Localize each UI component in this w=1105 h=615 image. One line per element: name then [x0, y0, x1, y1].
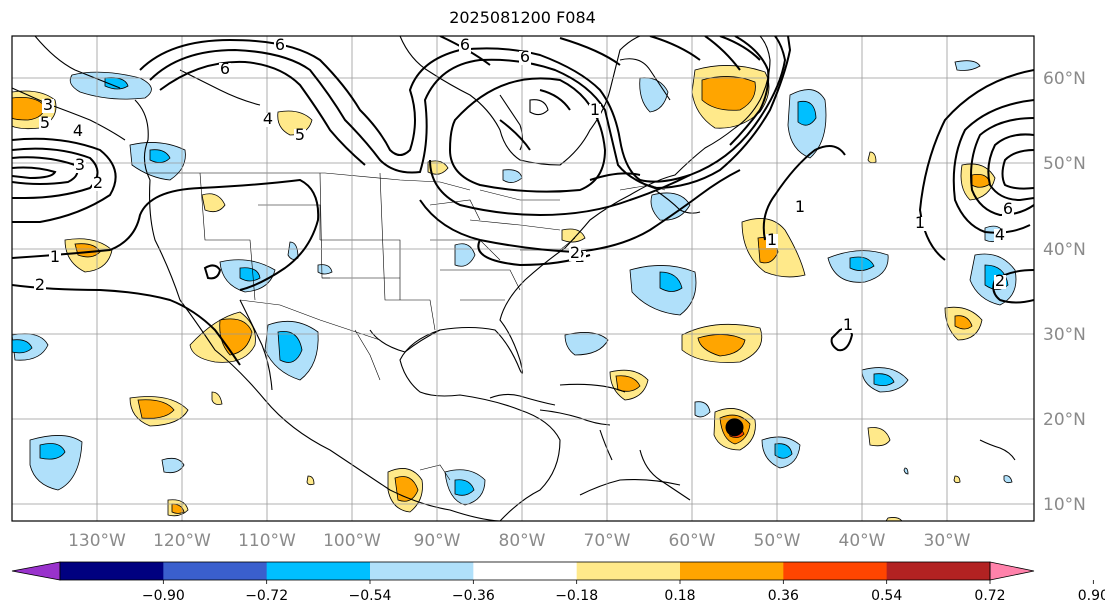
contour-label: 1: [795, 197, 805, 216]
latitude-label: 50°N: [1043, 154, 1086, 174]
contour-label-group: 66665544332221111116422: [34, 35, 1014, 334]
longitude-label: 40°W: [839, 531, 886, 551]
longitude-label: 80°W: [499, 531, 546, 551]
colorbar-tick-label: 0.54: [871, 588, 902, 604]
contour-label: 2: [93, 173, 103, 192]
colorbar-extend-max: [989, 561, 1035, 581]
colorbar-segment: [576, 562, 681, 580]
colorbar-segment: [60, 562, 164, 580]
longitude-label: 100°W: [323, 531, 381, 551]
longitude-label: 90°W: [414, 531, 461, 551]
contour-label-bg: [39, 117, 51, 131]
colorbar-segment: [473, 562, 578, 580]
contour-label: 4: [263, 109, 273, 128]
latitude-label: 10°N: [1043, 495, 1086, 515]
contour-label: 6: [1003, 199, 1013, 218]
contour-label-bg: [92, 177, 104, 191]
map-title: 2025081200 F084: [449, 8, 596, 27]
colorbar-outline: [59, 561, 991, 581]
longitude-label: 60°W: [669, 531, 716, 551]
contour-label-bg: [794, 201, 806, 215]
latitude-label: 60°N: [1043, 69, 1086, 89]
gridlines: [12, 36, 1034, 521]
contour-label: 2: [995, 271, 1005, 290]
contour-label-bg: [72, 125, 84, 139]
colorbar-extend-min: [11, 561, 61, 581]
contour-label-bg: [294, 129, 306, 143]
contour-label-bg: [34, 279, 46, 293]
contour-label: 1: [767, 230, 777, 249]
colorbar-tick-label: 0.72: [974, 588, 1005, 604]
contour-label: 2: [35, 275, 45, 294]
contour-label: 2: [570, 243, 580, 262]
state-borders: [148, 172, 666, 481]
colorbar-tick-label: −0.90: [142, 588, 185, 604]
colorbar-tick-label: 0.36: [768, 588, 799, 604]
contour-label: 6: [275, 35, 285, 54]
latitude-labels: 60°N 50°N 40°N 30°N 20°N 10°N: [1043, 69, 1086, 515]
contour-label-bg: [459, 39, 471, 53]
contour-label: 1: [590, 100, 600, 119]
contour-label-bg: [994, 229, 1006, 243]
contour-label-bg: [74, 159, 86, 173]
contour-label: 1: [843, 315, 853, 334]
longitude-label: 50°W: [754, 531, 801, 551]
contour-label: 5: [295, 125, 305, 144]
longitude-label: 120°W: [153, 531, 211, 551]
map-frame: [11, 35, 1035, 522]
contour-label-bg: [519, 51, 531, 65]
contour-label: 6: [220, 59, 230, 78]
longitude-labels: 130°W 120°W 110°W 100°W 90°W 80°W 70°W 60°W 50°W…: [68, 531, 971, 551]
longitude-label: 30°W: [924, 531, 971, 551]
colorbar-segment: [680, 562, 784, 580]
contour-label-bg: [569, 247, 581, 261]
contour-label: 3: [75, 155, 85, 174]
contour-label-bg: [766, 234, 778, 248]
contour-label-bg: [274, 39, 286, 53]
contour-label: 6: [460, 35, 470, 54]
colorbar-tick-label: −0.54: [349, 588, 392, 604]
latitude-label: 20°N: [1043, 410, 1086, 430]
latitude-label: 30°N: [1043, 325, 1086, 345]
contour-lines: [12, 36, 1034, 366]
colorbar-tick-label: 0.18: [664, 588, 695, 604]
colorbar-tick-label: −0.72: [245, 588, 288, 604]
contour-label: 4: [995, 225, 1005, 244]
contour-label-bg: [49, 251, 61, 265]
colorbar-segment: [163, 562, 268, 580]
longitude-label: 130°W: [68, 531, 126, 551]
colorbar-tick-label: −0.18: [555, 588, 598, 604]
contour-label: 1: [50, 247, 60, 266]
contour-label-bg: [994, 275, 1006, 289]
contour-label-bg: [842, 319, 854, 333]
contour-label: 3: [43, 95, 53, 114]
contour-label-bg: [589, 104, 601, 118]
contour-label: 1: [915, 213, 925, 232]
contour-label-bg: [262, 113, 274, 127]
latitude-label: 40°N: [1043, 240, 1086, 260]
storm-center-marker: [725, 418, 744, 437]
contour-label-bg: [1002, 203, 1014, 217]
colorbar-segment: [783, 562, 888, 580]
contour-label: 4: [73, 121, 83, 140]
map-background: [12, 36, 1034, 521]
colorbar-segment: [886, 562, 991, 580]
longitude-label: 110°W: [238, 531, 296, 551]
colorbar-segment: [266, 562, 371, 580]
colorbar: −0.90 −0.72 −0.54 −0.36 −0.18 0.18 0.36 0.54 0.7…: [11, 561, 1105, 604]
contour-label: 5: [40, 113, 50, 132]
shaded-anomalies: [12, 60, 1017, 521]
longitude-label: 70°W: [584, 531, 631, 551]
colorbar-tick-label: 0.90: [1078, 588, 1105, 604]
contour-label-bg: [914, 217, 926, 231]
contour-label-bg: [219, 63, 231, 77]
contour-label: 6: [520, 47, 530, 66]
colorbar-segment: [370, 562, 474, 580]
colorbar-tick-label: −0.36: [452, 588, 495, 604]
contour-label-bg: [42, 99, 54, 113]
